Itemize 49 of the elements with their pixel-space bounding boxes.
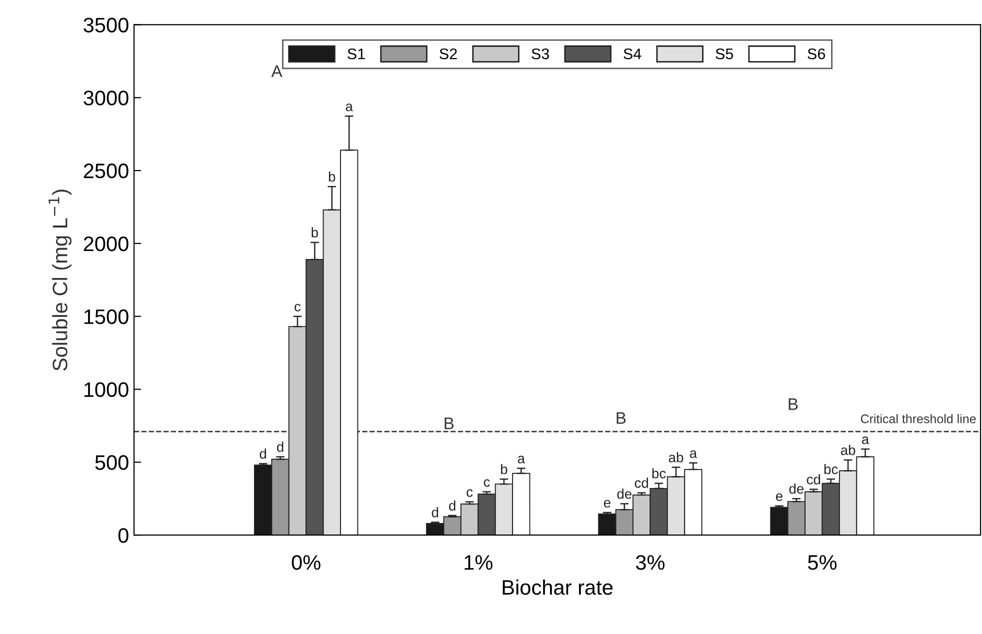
data-label: b [500, 464, 508, 474]
annotation: B [616, 412, 626, 424]
data-label: a [346, 104, 353, 112]
data-label: d [260, 448, 266, 459]
data-label: d [277, 442, 284, 452]
data-label: c [294, 304, 301, 312]
x-tick-label: 3% [636, 555, 665, 570]
data-label: d [432, 507, 438, 518]
legend-label: S5 [716, 48, 734, 60]
data-label: cd [634, 478, 648, 488]
y-tick-label: 3500 [84, 18, 128, 32]
y-axis-title: Soluble Cl (mg L$^{−1}$) [48, 190, 72, 371]
data-label: bc [652, 468, 666, 478]
y-tick-label: 1000 [84, 382, 128, 398]
y-tick-label: 500 [95, 455, 128, 470]
annotation: B [788, 398, 798, 410]
data-label: a [862, 436, 870, 444]
data-label: a [690, 450, 698, 458]
x-tick-label: 1% [464, 555, 492, 570]
legend-label: S6 [808, 48, 826, 60]
data-label: d [449, 500, 456, 511]
data-label: b [312, 227, 318, 238]
annotation: B [444, 418, 454, 430]
legend-label: S3 [532, 48, 549, 60]
legend-label: S1 [348, 48, 365, 60]
y-tick-label: 1500 [84, 309, 128, 324]
data-label: e [776, 493, 782, 501]
x-tick-label: 5% [808, 555, 837, 570]
y-tick-label: 0 [118, 528, 128, 543]
data-label: e [604, 500, 610, 508]
y-tick-label: 3000 [84, 90, 128, 106]
y-tick-label: 2500 [84, 164, 128, 178]
data-label: c [466, 489, 473, 497]
x-axis-title: Biochar rate [502, 580, 613, 595]
data-label: c [484, 479, 490, 487]
data-label: ab [840, 444, 856, 456]
annotation: A [271, 66, 282, 77]
data-label: b [328, 171, 336, 182]
x-tick-label: 0% [292, 555, 320, 570]
ref-line-label: Critical threshold line [860, 414, 976, 424]
y-tick-label: 2000 [84, 236, 128, 252]
data-label: a [518, 456, 526, 464]
data-label: cd [806, 474, 820, 484]
data-label: ab [668, 452, 684, 462]
data-label: de [789, 484, 804, 494]
legend-label: S4 [624, 48, 642, 60]
data-label: de [617, 488, 632, 499]
data-label: bc [824, 464, 838, 474]
legend-label: S2 [440, 48, 457, 60]
